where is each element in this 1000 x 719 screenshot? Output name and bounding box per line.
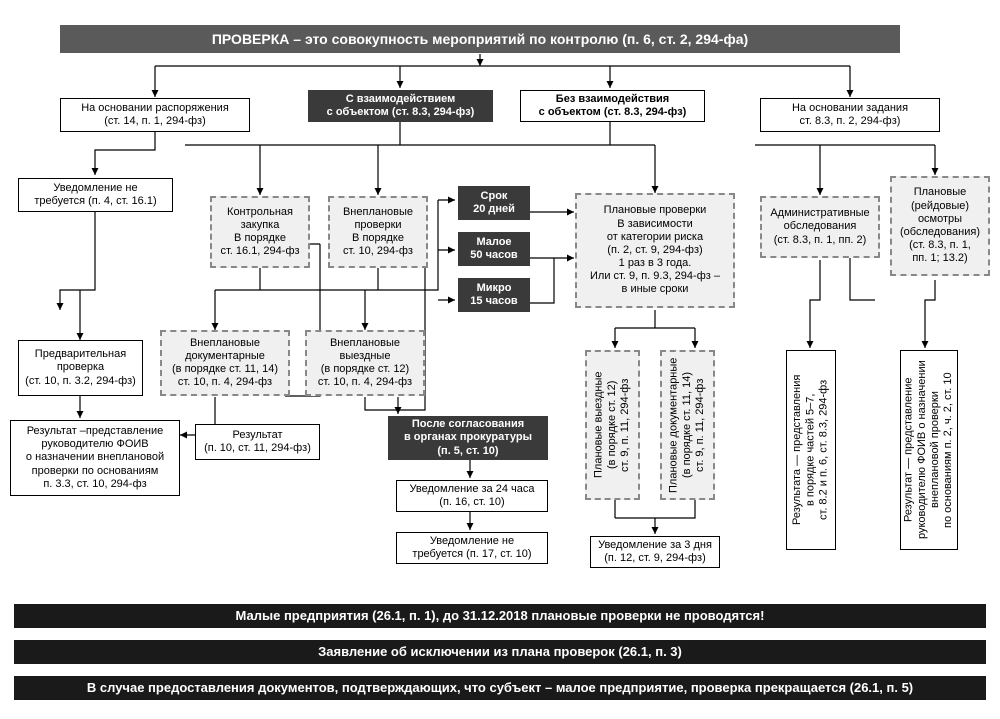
footer-3: В случае предоставления документов, подт… bbox=[14, 676, 986, 700]
term-micro: Микро15 часов bbox=[458, 278, 530, 312]
result-parts: Результата — представленияв порядке част… bbox=[786, 350, 836, 550]
footer-1: Малые предприятия (26.1, п. 1), до 31.12… bbox=[14, 604, 986, 628]
planned-checks: Плановые проверкиВ зависимостиот категор… bbox=[575, 193, 735, 308]
planned-doc: Плановые документарные(в порядке ст. 11,… bbox=[660, 350, 715, 500]
basis-order: На основании распоряжения(ст. 14, п. 1, … bbox=[60, 98, 250, 132]
result-simple: Результат(п. 10, ст. 11, 294-фз) bbox=[195, 424, 320, 460]
planned-raids: Плановые(рейдовые)осмотры(обследования)(… bbox=[890, 176, 990, 276]
term-small: Малое50 часов bbox=[458, 232, 530, 266]
unplanned-onsite: Внеплановыевыездные(в порядке ст. 12)ст.… bbox=[305, 330, 425, 396]
result-foiv2: Результат — представлениеруководителю ФО… bbox=[900, 350, 958, 550]
footer-2: Заявление об исключении из плана проверо… bbox=[14, 640, 986, 664]
title-box: ПРОВЕРКА – это совокупность мероприятий … bbox=[60, 25, 900, 53]
notice-3days: Уведомление за 3 дня(п. 12, ст. 9, 294-ф… bbox=[590, 536, 720, 568]
branch-without: Без взаимодействияс объектом (ст. 8.3, 2… bbox=[520, 90, 705, 122]
branch-with: С взаимодействиемс объектом (ст. 8.3, 29… bbox=[308, 90, 493, 122]
unplanned-checks: ВнеплановыепроверкиВ порядкест. 10, 294-… bbox=[328, 196, 428, 268]
planned-onsite: Плановые выездные(в порядке ст. 12)ст. 9… bbox=[585, 350, 640, 500]
unplanned-doc: Внеплановыедокументарные(в порядке ст. 1… bbox=[160, 330, 290, 396]
after-approval: После согласованияв органах прокуратуры(… bbox=[388, 416, 548, 460]
preliminary-check: Предварительнаяпроверка(ст. 10, п. 3.2, … bbox=[18, 340, 143, 396]
notice-none: Уведомление нетребуется (п. 17, ст. 10) bbox=[396, 532, 548, 564]
term-20: Срок20 дней bbox=[458, 186, 530, 220]
admin-surveys: Административныеобследования(ст. 8.3, п.… bbox=[760, 196, 880, 258]
title-text: ПРОВЕРКА – это совокупность мероприятий … bbox=[212, 31, 748, 48]
basis-task: На основании заданияст. 8.3, п. 2, 294-ф… bbox=[760, 98, 940, 132]
notice-24h: Уведомление за 24 часа(п. 16, ст. 10) bbox=[396, 480, 548, 512]
test-purchase: КонтрольнаязакупкаВ порядкест. 16.1, 294… bbox=[210, 196, 310, 268]
result-foiv: Результат –представлениеруководителю ФОИ… bbox=[10, 420, 180, 496]
notice-not-required: Уведомление нетребуется (п. 4, ст. 16.1) bbox=[18, 178, 173, 212]
